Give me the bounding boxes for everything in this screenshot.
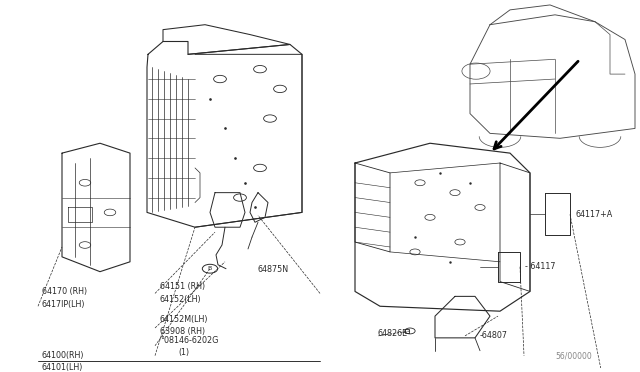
Text: B: B (208, 266, 212, 271)
Text: °08146-6202G: °08146-6202G (160, 336, 218, 345)
Text: 64152(LH): 64152(LH) (160, 295, 202, 304)
Text: 64151 (RH): 64151 (RH) (160, 282, 205, 291)
Text: (1): (1) (178, 348, 189, 357)
Text: 64826E-: 64826E- (378, 330, 411, 339)
Text: - 64117: - 64117 (525, 262, 556, 271)
Text: 6417IP(LH): 6417IP(LH) (42, 300, 86, 309)
Text: 56/00000: 56/00000 (555, 351, 592, 360)
Text: 64101(LH): 64101(LH) (42, 363, 83, 372)
Text: 64170 (RH): 64170 (RH) (42, 287, 87, 296)
Text: 64117+A: 64117+A (575, 210, 612, 219)
Text: 64152M(LH): 64152M(LH) (160, 315, 209, 324)
Text: -64807: -64807 (480, 331, 508, 340)
Text: 64100(RH): 64100(RH) (42, 351, 84, 360)
Text: 63908 (RH): 63908 (RH) (160, 327, 205, 336)
Text: 64875N: 64875N (258, 265, 289, 274)
